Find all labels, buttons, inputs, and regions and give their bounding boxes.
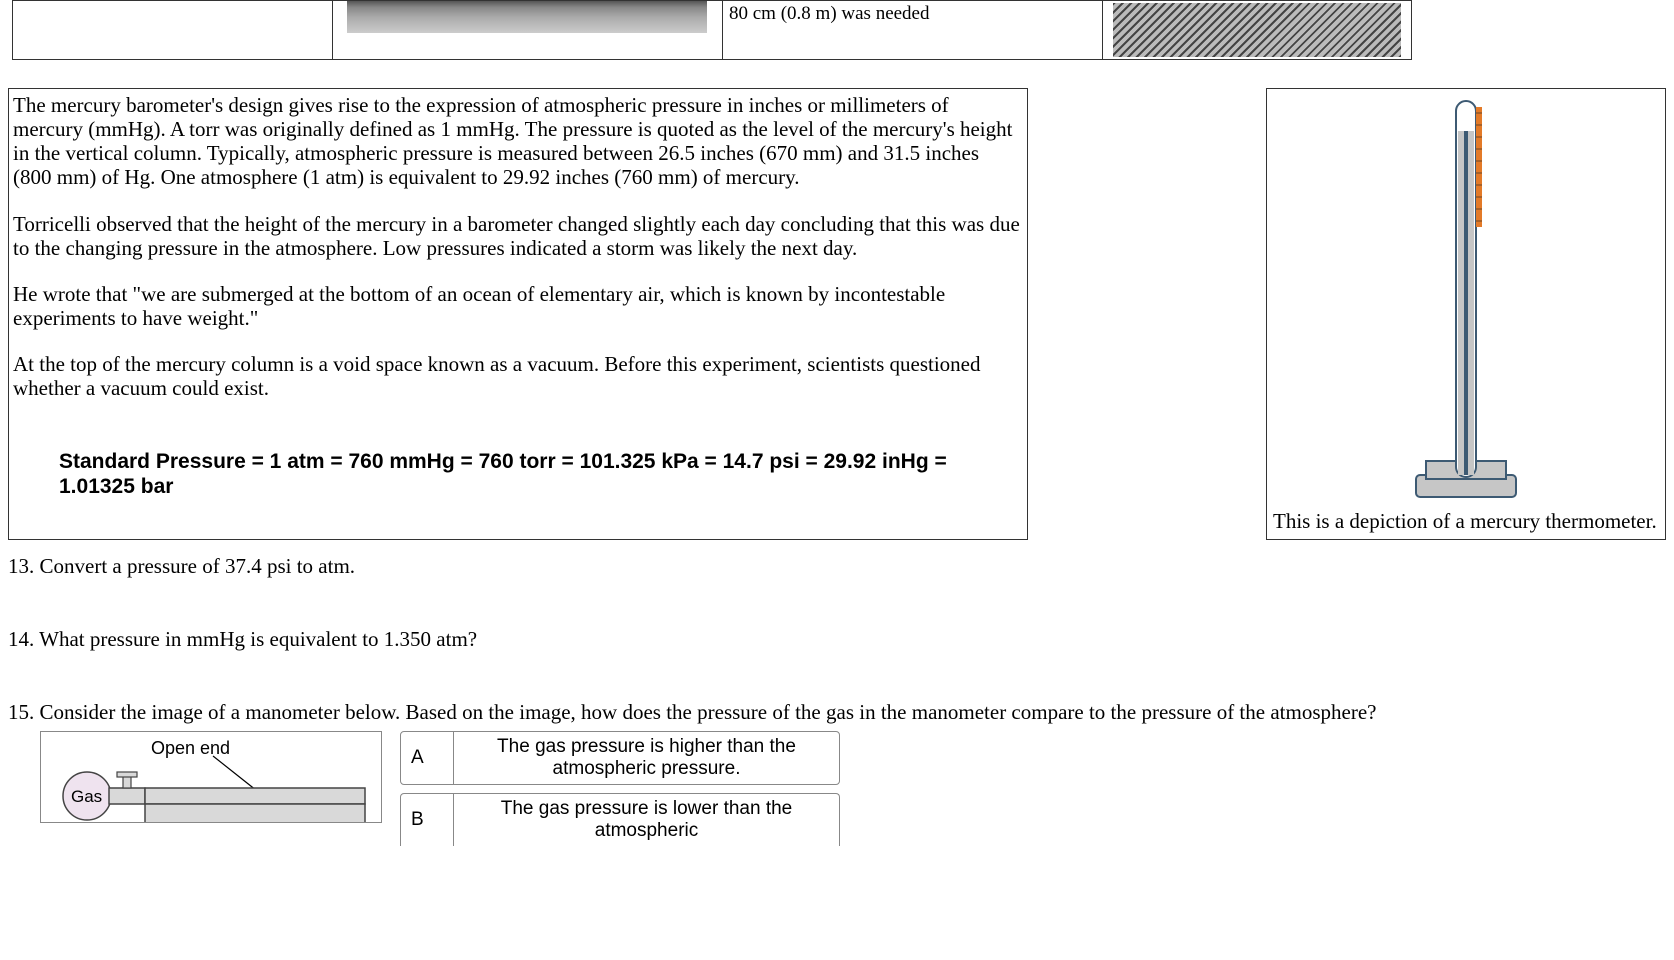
top-table-row: 80 cm (0.8 m) was needed <box>12 0 1662 60</box>
top-cell-engraving <box>332 0 722 60</box>
question-13: 13. Convert a pressure of 37.4 psi to at… <box>8 554 1666 579</box>
thermometer-cell: This is a depiction of a mercury thermom… <box>1266 88 1666 540</box>
top-cell-sketch <box>1102 0 1412 60</box>
gas-label: Gas <box>71 787 102 806</box>
info-p3: He wrote that "we are submerged at the b… <box>13 282 1021 330</box>
thermometer-diagram <box>1376 95 1556 505</box>
answer-text: The gas pressure is lower than the atmos… <box>454 794 839 846</box>
info-text-cell: The mercury barometer's design gives ris… <box>8 88 1028 540</box>
info-p2: Torricelli observed that the height of t… <box>13 212 1021 260</box>
top-cell-empty <box>12 0 332 60</box>
answer-text: The gas pressure is higher than the atmo… <box>454 732 839 784</box>
answer-list: A The gas pressure is higher than the at… <box>400 731 840 854</box>
sketch-image <box>1113 3 1401 57</box>
answer-option-b[interactable]: B The gas pressure is lower than the atm… <box>400 793 840 846</box>
q15-content-row: Open end Gas A The gas pressure is highe… <box>40 731 1674 854</box>
thermometer-caption: This is a depiction of a mercury thermom… <box>1273 509 1657 534</box>
top-cell-caption: 80 cm (0.8 m) was needed <box>722 0 1102 60</box>
caption-fragment: 80 cm (0.8 m) was needed <box>729 3 930 24</box>
answer-letter: B <box>401 794 454 846</box>
answer-option-a[interactable]: A The gas pressure is higher than the at… <box>400 731 840 785</box>
standard-pressure-formula: Standard Pressure = 1 atm = 760 mmHg = 7… <box>59 450 1021 498</box>
info-row: The mercury barometer's design gives ris… <box>8 88 1666 540</box>
info-p4: At the top of the mercury column is a vo… <box>13 352 1021 400</box>
open-end-label: Open end <box>151 738 230 758</box>
manometer-figure: Open end Gas <box>40 731 382 823</box>
page: 80 cm (0.8 m) was needed The mercury bar… <box>0 0 1674 854</box>
answer-letter: A <box>401 732 454 784</box>
question-14: 14. What pressure in mmHg is equivalent … <box>8 627 1666 652</box>
info-p1: The mercury barometer's design gives ris… <box>13 93 1021 190</box>
engraving-image <box>347 1 707 33</box>
question-15: 15. Consider the image of a manometer be… <box>8 700 1666 725</box>
